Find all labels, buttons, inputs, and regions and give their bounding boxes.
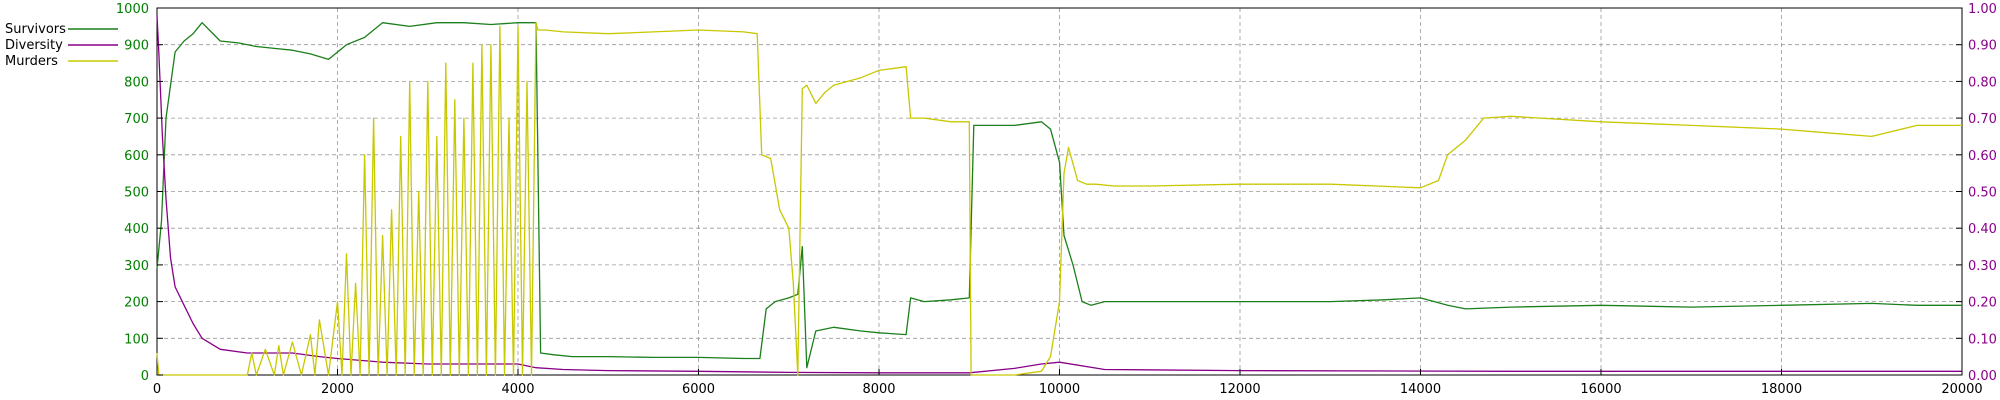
x-tick-label: 6000 [682, 382, 715, 397]
left-tick-label: 700 [124, 112, 149, 127]
left-tick-label: 400 [124, 222, 149, 237]
left-tick-label: 900 [124, 39, 149, 54]
right-tick-label: 0.10 [1968, 332, 1997, 347]
x-tick-label: 12000 [1219, 382, 1260, 397]
right-y-axis: 0.00 0.10 0.20 0.30 0.40 0.50 0.60 0.70 0.80 0.90… [1956, 2, 1997, 384]
x-axis: 0 2000 4000 6000 8000 10000 12000 14000 16000 180… [153, 369, 1983, 397]
x-tick-label: 8000 [862, 382, 895, 397]
right-tick-label: 0.60 [1968, 149, 1997, 164]
left-tick-label: 600 [124, 149, 149, 164]
x-tick-label: 0 [153, 382, 161, 397]
x-tick-label: 4000 [501, 382, 534, 397]
grid-lines [157, 8, 1962, 375]
right-tick-label: 0.00 [1968, 369, 1997, 384]
x-tick-label: 2000 [321, 382, 354, 397]
right-tick-label: 0.50 [1968, 186, 1997, 201]
left-tick-label: 500 [124, 186, 149, 201]
left-tick-label: 1000 [116, 2, 149, 17]
left-tick-label: 100 [124, 332, 149, 347]
left-tick-label: 800 [124, 75, 149, 90]
right-tick-label: 0.90 [1968, 39, 1997, 54]
right-tick-label: 1.00 [1968, 2, 1997, 17]
right-tick-label: 0.70 [1968, 112, 1997, 127]
x-tick-label: 20000 [1941, 382, 1982, 397]
series-line-survivors [156, 22, 1962, 369]
legend-label-murders: Murders [5, 54, 58, 69]
left-tick-label: 200 [124, 296, 149, 311]
right-tick-label: 0.80 [1968, 75, 1997, 90]
right-tick-label: 0.30 [1968, 259, 1997, 274]
left-tick-label: 0 [141, 369, 149, 384]
x-tick-label: 16000 [1580, 382, 1621, 397]
right-tick-label: 0.40 [1968, 222, 1997, 237]
left-y-axis: 0 100 200 300 400 500 600 700 800 900 1000 [116, 2, 163, 384]
left-tick-label: 300 [124, 259, 149, 274]
legend-label-survivors: Survivors [5, 22, 66, 37]
x-tick-label: 18000 [1761, 382, 1802, 397]
right-tick-label: 0.20 [1968, 296, 1997, 311]
series-line-murders [156, 22, 1962, 376]
x-tick-label: 10000 [1039, 382, 1080, 397]
legend-label-diversity: Diversity [5, 38, 63, 53]
x-tick-label: 14000 [1400, 382, 1441, 397]
series-lines [156, 15, 1962, 376]
